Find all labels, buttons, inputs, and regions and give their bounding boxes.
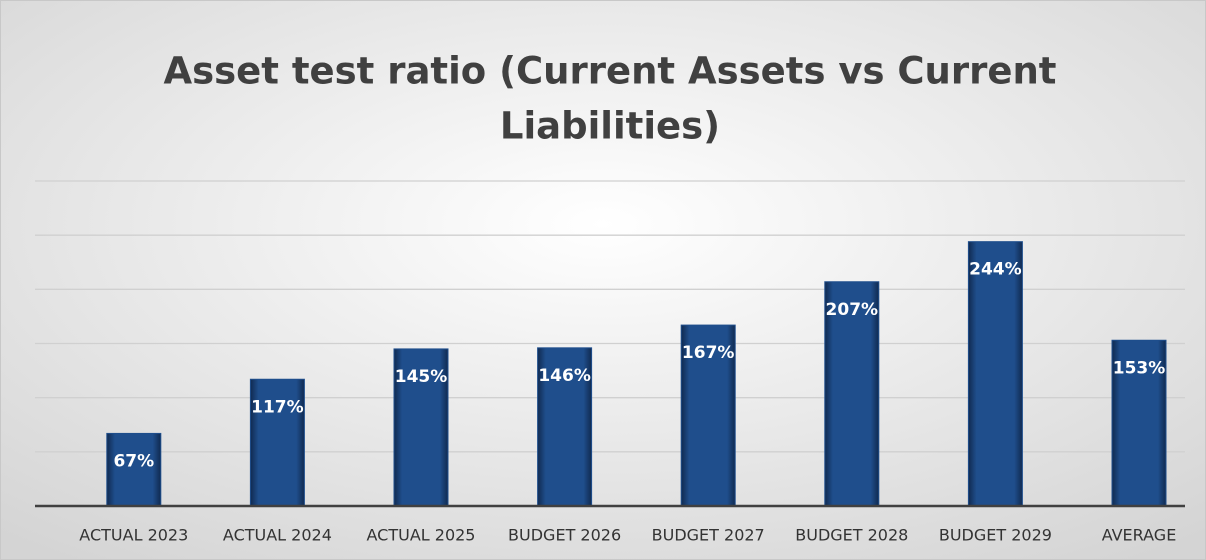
x-tick-label: AVERAGE — [1102, 526, 1177, 545]
bar — [393, 348, 449, 507]
value-label: 145% — [395, 367, 448, 387]
chart-title: Liabilities) — [500, 105, 720, 148]
x-tick-label: ACTUAL 2025 — [367, 526, 476, 545]
bar — [680, 324, 736, 507]
bar — [967, 241, 1023, 507]
x-tick-label: BUDGET 2027 — [652, 526, 765, 545]
bar — [1111, 339, 1167, 507]
x-tick-label: BUDGET 2026 — [508, 526, 621, 545]
x-tick-label: ACTUAL 2024 — [223, 526, 332, 545]
x-tick-label: BUDGET 2028 — [795, 526, 908, 545]
bar — [106, 432, 162, 507]
value-label: 117% — [251, 397, 304, 417]
x-tick-label: BUDGET 2029 — [939, 526, 1052, 545]
bar — [537, 347, 593, 507]
chart-title: Asset test ratio (Current Assets vs Curr… — [163, 50, 1056, 93]
value-label: 244% — [969, 260, 1022, 280]
value-label: 167% — [682, 343, 735, 363]
bar — [249, 378, 305, 507]
value-label: 207% — [826, 300, 879, 320]
value-label: 146% — [538, 366, 591, 386]
value-label: 153% — [1113, 358, 1166, 378]
x-tick-label: ACTUAL 2023 — [79, 526, 188, 545]
bar — [824, 281, 880, 507]
value-label: 67% — [113, 451, 154, 471]
